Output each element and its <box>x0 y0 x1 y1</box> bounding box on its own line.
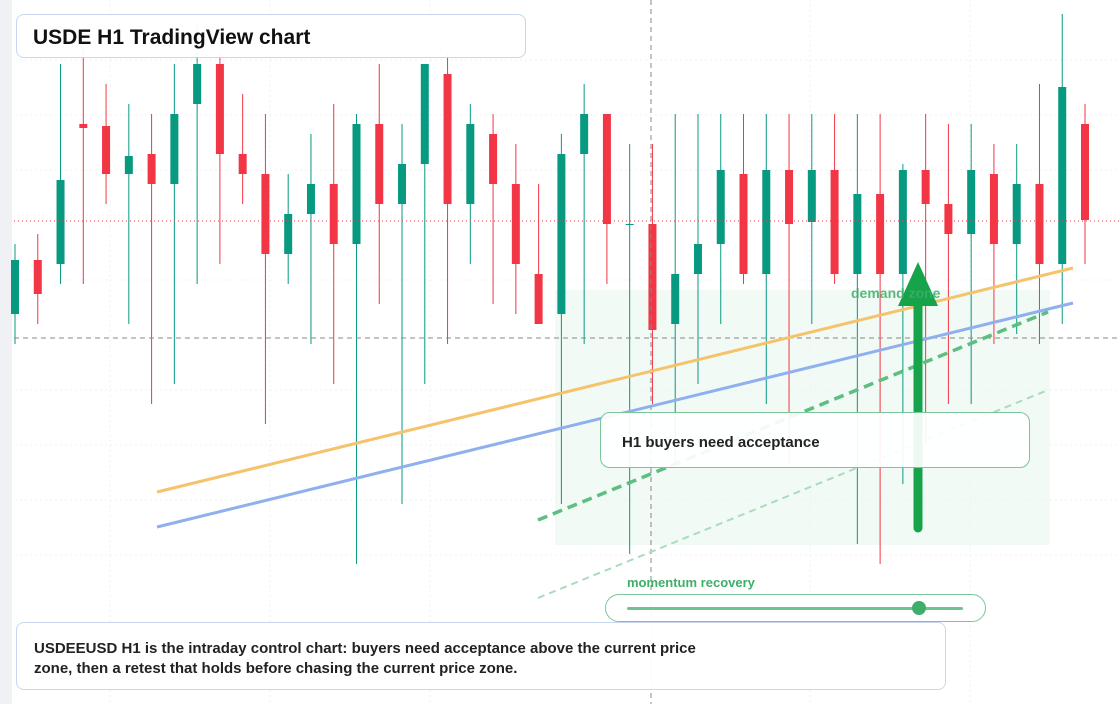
candle-body <box>170 114 179 184</box>
callout-box: H1 buyers need acceptance <box>600 412 1030 468</box>
candle-body <box>147 154 156 184</box>
candle-body <box>215 64 224 154</box>
candle-body <box>648 224 657 330</box>
note-box: USDEEUSD H1 is the intraday control char… <box>16 622 946 690</box>
candle-body <box>716 170 725 244</box>
candle-body <box>944 204 953 234</box>
candle-body <box>1012 184 1021 244</box>
candle-body <box>1035 184 1044 264</box>
candle-body <box>534 274 543 324</box>
candle-body <box>898 170 907 274</box>
candle-body <box>876 194 885 274</box>
candle-body <box>466 124 475 204</box>
candle-body <box>557 154 566 314</box>
candle-body <box>193 64 202 104</box>
candle-body <box>762 170 771 274</box>
candle-body <box>830 170 839 274</box>
candle-body <box>124 156 133 174</box>
candle-body <box>921 170 930 204</box>
candle-body <box>329 184 338 244</box>
candle-body <box>1058 87 1067 264</box>
zone-label: demand zone <box>851 285 941 301</box>
candle-body <box>1081 124 1089 220</box>
slider-label: momentum recovery <box>627 575 756 590</box>
title: USDE H1 TradingView chart <box>33 26 311 49</box>
candle-body <box>375 124 384 204</box>
candle-body <box>693 244 702 274</box>
candle-body <box>602 114 611 224</box>
candle-body <box>398 164 407 204</box>
candle-body <box>785 170 794 224</box>
candle-body <box>56 180 65 264</box>
candles <box>11 14 1089 564</box>
candle-body <box>671 274 680 324</box>
callout: H1 buyers need acceptance <box>622 434 820 451</box>
arrow-head <box>898 262 938 306</box>
candle-body <box>989 174 998 244</box>
candle-body <box>739 174 748 274</box>
candle-body <box>261 174 270 254</box>
candle-body <box>284 214 293 254</box>
slider-knob[interactable] <box>912 601 926 615</box>
candle-body <box>853 194 862 274</box>
slider[interactable] <box>605 594 986 622</box>
candle-body <box>352 124 361 244</box>
slider-track <box>627 607 963 610</box>
title-box: USDE H1 TradingView chart <box>16 14 526 58</box>
candle-body <box>625 224 634 225</box>
candle-body <box>238 154 247 174</box>
candle-body <box>489 134 498 184</box>
candle-body <box>102 126 111 174</box>
candle-body <box>306 184 315 214</box>
candle-body <box>967 170 976 234</box>
candle-body <box>11 260 19 314</box>
note: USDEEUSD H1 is the intraday control char… <box>34 640 696 677</box>
candle-body <box>420 64 429 164</box>
candle-body <box>33 260 42 294</box>
left-edge <box>0 0 12 704</box>
candle-body <box>79 124 88 128</box>
candle-body <box>580 114 589 154</box>
candle-body <box>807 170 816 222</box>
candle-body <box>511 184 520 264</box>
candle-body <box>443 74 452 204</box>
